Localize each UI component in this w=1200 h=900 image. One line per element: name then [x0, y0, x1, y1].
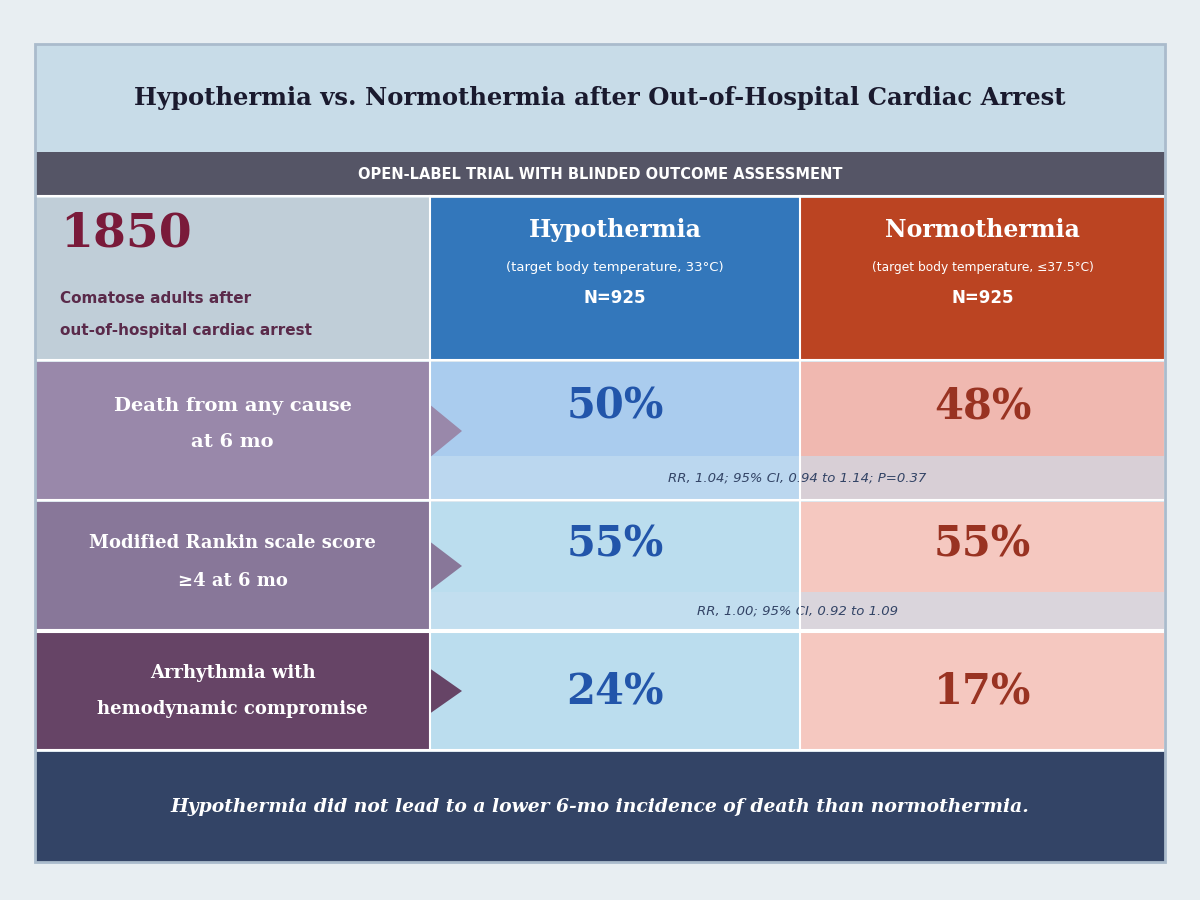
Text: RR, 1.00; 95% CI, 0.92 to 1.09: RR, 1.00; 95% CI, 0.92 to 1.09 [697, 604, 898, 617]
Text: 48%: 48% [934, 385, 1031, 428]
Bar [35, 44, 1165, 152]
Bar [800, 362, 1165, 500]
Bar [35, 152, 1165, 196]
Bar [800, 632, 1165, 750]
Bar [430, 502, 800, 630]
Bar [430, 632, 800, 750]
Text: ≥4 at 6 mo: ≥4 at 6 mo [178, 572, 288, 590]
Polygon shape [425, 538, 462, 594]
Bar [430, 591, 1165, 630]
Polygon shape [425, 400, 462, 462]
Text: Comatose adults after: Comatose adults after [60, 291, 251, 306]
Text: 50%: 50% [566, 385, 664, 428]
Text: Arrhythmia with: Arrhythmia with [150, 664, 316, 682]
Bar [430, 455, 1165, 500]
Text: Hypothermia did not lead to a lower 6-mo incidence of death than normothermia.: Hypothermia did not lead to a lower 6-mo… [170, 798, 1030, 816]
Bar [430, 362, 800, 500]
Bar [430, 198, 800, 360]
Text: Hypothermia: Hypothermia [528, 219, 702, 242]
Text: (target body temperature, 33°C): (target body temperature, 33°C) [506, 261, 724, 274]
Text: Normothermia: Normothermia [886, 219, 1080, 242]
Text: OPEN-LABEL TRIAL WITH BLINDED OUTCOME ASSESSMENT: OPEN-LABEL TRIAL WITH BLINDED OUTCOME AS… [358, 166, 842, 182]
Bar [35, 632, 430, 750]
Text: 55%: 55% [566, 523, 664, 565]
Text: Death from any cause: Death from any cause [114, 397, 352, 415]
Text: 55%: 55% [934, 523, 1031, 565]
Polygon shape [425, 665, 462, 717]
Bar [35, 752, 1165, 862]
Bar [35, 198, 430, 360]
Text: (target body temperature, ≤37.5°C): (target body temperature, ≤37.5°C) [871, 261, 1093, 274]
Text: at 6 mo: at 6 mo [191, 433, 274, 451]
Text: N=925: N=925 [952, 290, 1014, 308]
Bar [35, 502, 430, 630]
Text: 1850: 1850 [60, 211, 192, 256]
Text: N=925: N=925 [583, 290, 647, 308]
Text: Modified Rankin scale score: Modified Rankin scale score [89, 534, 376, 552]
Text: out-of-hospital cardiac arrest: out-of-hospital cardiac arrest [60, 323, 312, 338]
Text: RR, 1.04; 95% CI, 0.94 to 1.14; P=0.37: RR, 1.04; 95% CI, 0.94 to 1.14; P=0.37 [668, 472, 926, 484]
Text: 17%: 17% [934, 670, 1031, 712]
Bar [800, 198, 1165, 360]
Bar [800, 502, 1165, 630]
Text: hemodynamic compromise: hemodynamic compromise [97, 699, 368, 717]
Text: 24%: 24% [566, 670, 664, 712]
Bar [35, 362, 430, 500]
Text: Hypothermia vs. Normothermia after Out-of-Hospital Cardiac Arrest: Hypothermia vs. Normothermia after Out-o… [134, 86, 1066, 110]
